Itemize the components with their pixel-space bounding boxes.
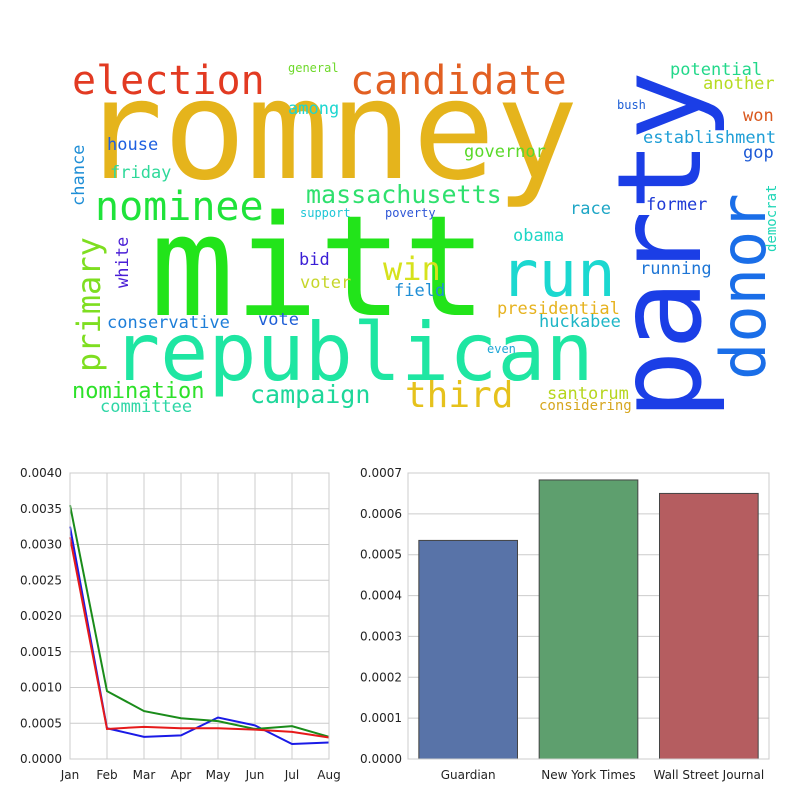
- bar-chart-xtick: New York Times: [541, 768, 635, 782]
- word-vote: vote: [258, 310, 299, 330]
- word-massachusetts: massachusetts: [306, 180, 502, 209]
- word-donor: donor: [707, 193, 780, 380]
- bar-chart-ytick: 0.0004: [360, 589, 402, 603]
- bar-chart-ytick: 0.0007: [360, 466, 402, 480]
- line-chart-ytick: 0.0005: [20, 716, 62, 730]
- word-governor: governor: [464, 142, 546, 162]
- word-party: party: [593, 71, 728, 420]
- word-establishment: establishment: [643, 128, 776, 148]
- word-nomination: nomination: [72, 379, 204, 404]
- line-chart-ytick: 0.0010: [20, 681, 62, 695]
- bar-guardian: [418, 539, 519, 760]
- word-support: support: [300, 206, 351, 220]
- word-general: general: [288, 61, 339, 75]
- word-poverty: poverty: [385, 206, 436, 220]
- line-chart-ytick: 0.0020: [20, 609, 62, 623]
- word-friday: friday: [110, 163, 171, 183]
- word-bush: bush: [617, 98, 646, 112]
- bar-chart-xtick: Wall Street Journal: [653, 768, 764, 782]
- line-chart-xtick: Apr: [171, 768, 192, 782]
- word-huckabee: huckabee: [539, 312, 621, 332]
- word-race: race: [570, 199, 611, 219]
- line-series-1: [69, 504, 330, 738]
- word-run: run: [500, 238, 616, 312]
- line-chart-xtick: Jun: [245, 768, 265, 782]
- line-chart-xtick: May: [206, 768, 231, 782]
- bar-chart: 0.0000 0.0001 0.0002 0.0003 0.0004 0.0005 0.00…: [360, 466, 770, 782]
- word-running: running: [640, 259, 712, 279]
- word-house: house: [107, 135, 158, 155]
- bar-chart-ytick: 0.0003: [360, 629, 402, 643]
- word-bid: bid: [299, 250, 330, 270]
- word-another: another: [703, 74, 775, 94]
- word-conservative: conservative: [107, 313, 230, 333]
- line-chart-xtick: Feb: [96, 768, 117, 782]
- word-candidate: candidate: [350, 58, 567, 104]
- word-republican: republican: [112, 306, 594, 399]
- word-santorum: santorum: [547, 384, 629, 404]
- line-chart-ytick: 0.0000: [20, 752, 62, 766]
- word-campaign: campaign: [250, 380, 370, 409]
- line-chart-ytick: 0.0040: [20, 466, 62, 480]
- bar-chart-ytick: 0.0001: [360, 711, 402, 725]
- word-former: former: [646, 195, 707, 215]
- word-gop: gop: [743, 143, 774, 163]
- word-presidential: presidential: [497, 299, 620, 319]
- bar-new-york-times: [538, 479, 639, 760]
- line-chart-ytick: 0.0035: [20, 502, 62, 516]
- word-primary: primary: [70, 237, 108, 372]
- bar-chart-ytick: 0.0000: [360, 752, 402, 766]
- word-field: field: [394, 281, 445, 301]
- word-democrat: democrat: [764, 185, 780, 252]
- bar-wall-street-journal: [658, 492, 759, 760]
- line-chart-xtick: Mar: [133, 768, 156, 782]
- bar-chart-frame: [407, 472, 770, 760]
- line-chart-xtick: Jul: [284, 768, 299, 782]
- word-among: among: [288, 99, 339, 119]
- line-chart-ytick: 0.0015: [20, 645, 62, 659]
- bar-chart-ytick: 0.0005: [360, 548, 402, 562]
- line-chart-ytick: 0.0030: [20, 538, 62, 552]
- word-considering: considering: [539, 398, 632, 414]
- line-chart-xtick: Aug: [317, 768, 340, 782]
- line-chart: 0.0000 0.0005 0.0010 0.0015 0.0020 0.0025 0.00…: [20, 466, 341, 782]
- word-chance: chance: [69, 145, 89, 206]
- word-win: win: [383, 250, 441, 288]
- bar-chart-xtick: Guardian: [441, 768, 496, 782]
- word-white: white: [113, 237, 133, 288]
- word-romney: romney: [80, 50, 579, 211]
- line-series-0: [69, 526, 330, 745]
- word-election: election: [72, 58, 265, 104]
- bar-chart-ytick: 0.0006: [360, 507, 402, 521]
- line-chart-xtick: Jan: [60, 768, 80, 782]
- bar-chart-ytick: 0.0002: [360, 670, 402, 684]
- word-even: even: [487, 342, 516, 356]
- line-chart-frame: [69, 472, 330, 760]
- line-series-2: [69, 537, 330, 739]
- word-obama: obama: [513, 226, 564, 246]
- word-voter: voter: [300, 273, 351, 293]
- word-won: won: [743, 106, 774, 126]
- word-potential: potential: [670, 60, 762, 80]
- word-third: third: [405, 375, 513, 416]
- line-chart-ytick: 0.0025: [20, 573, 62, 587]
- word-mitt: mitt: [150, 186, 487, 349]
- word-committee: committee: [100, 397, 192, 417]
- word-nominee: nominee: [95, 184, 264, 230]
